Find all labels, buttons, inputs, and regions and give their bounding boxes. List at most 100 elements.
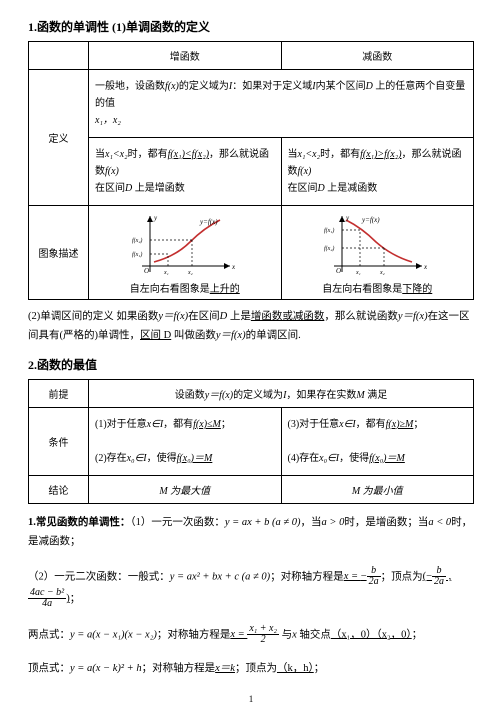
xpre: x = (230, 629, 247, 640)
monotone-table: 增函数 减函数 定义 一般地，设函数f(x)的定义域为I：如果对于定义域I内某个… (28, 41, 474, 300)
key: f(x₀)＝M (177, 453, 213, 464)
text: 内某个区间 (316, 81, 366, 92)
eq: y = a(x − x₁)(x − x₂) (70, 629, 157, 640)
section1-heading: 1.函数的单调性 (1)单调函数的定义 (28, 18, 474, 35)
row-conclusion-label: 结论 (29, 475, 89, 503)
inc-cond-cell: 当x₁<x₂时，都有f(x₁)<f(x₂)，那么就说函数f(x) 在区间D 上是… (89, 138, 282, 206)
xI: x∈I (339, 419, 355, 430)
x1-label: x₁ (355, 270, 361, 276)
fx1-label: f(x₁) (324, 227, 334, 234)
key2: 区间 D (140, 330, 171, 341)
x2-label: x₂ (187, 270, 193, 276)
text: 顶点式： (28, 663, 70, 674)
fx2-label: f(x₂) (132, 237, 142, 244)
text: ；对称轴方程是 (142, 663, 216, 674)
row-def-label: 定义 (29, 70, 89, 206)
key: 增函数或减函数 (251, 311, 325, 322)
axis: x＝k (215, 663, 235, 674)
quadratic-general: （2）一元二次函数：一般式：y = ax² + bx + c (a ≠ 0)；对… (28, 566, 474, 610)
text: 的定义域为 (179, 81, 229, 92)
def-general-cell: 一般地，设函数f(x)的定义域为I：如果对于定义域I内某个区间D 上的任意两个自… (89, 70, 474, 138)
axis: x = −b2a (344, 571, 381, 582)
fx: f(x) (165, 81, 179, 92)
den: 2a (432, 577, 446, 588)
text: (3)对于任意 (288, 419, 340, 430)
text: ；顶点为 (381, 571, 423, 582)
frac-icon: 4ac − b²4a (28, 588, 66, 610)
rel: x₁<x₂ (298, 149, 321, 160)
rel: x₁<x₂ (105, 149, 128, 160)
quadratic-vertexform: 顶点式：y = a(x − k)² + h；对称轴方程是x＝k；顶点为（k，h）… (28, 660, 474, 679)
text: 上是减函数 (325, 183, 378, 194)
table-row: 结论 M 为最大值 M 为最小值 (29, 475, 474, 503)
text: 在区间 (95, 183, 125, 194)
axis: x = x₁ + x₂2 (230, 629, 279, 640)
x-label: x (423, 263, 428, 271)
D: D (366, 81, 373, 92)
fx: f(x) (105, 166, 119, 177)
text: (4)存在 (288, 453, 320, 464)
key: f(x)≥M (386, 419, 414, 430)
fx: f(x) (298, 166, 312, 177)
text: 在这一区 (428, 311, 470, 322)
text: ，使得 (339, 453, 369, 464)
den: 4a (28, 599, 66, 610)
frac-icon: b2a (367, 566, 381, 588)
apos: a > 0 (322, 517, 345, 528)
ineq: f(x₁)>f(x₂) (360, 149, 401, 160)
text: 叫做函数 (171, 330, 216, 341)
text: ；对称轴方程是 (157, 629, 231, 640)
extremum-table: 前提 设函数y＝f(x)的定义域为I，如果存在实数M 满足 条件 (1)对于任意… (28, 379, 474, 504)
blank-cell (29, 42, 89, 70)
text: ，都有 (356, 419, 386, 430)
text: 当 (95, 149, 105, 160)
table-row: 增函数 减函数 (29, 42, 474, 70)
conclusion-min: M 为最小值 (281, 475, 474, 503)
xI: x∈I (147, 419, 163, 430)
open: (− (423, 571, 432, 582)
key: 上升的 (210, 284, 240, 295)
D: D (318, 183, 325, 194)
text: 与 (279, 629, 292, 640)
text: (2)单调区间的定义 如果函数 (28, 311, 158, 322)
text: ；对称轴方程是 (270, 571, 344, 582)
monotone-interval-def: (2)单调区间的定义 如果函数y＝f(x)在区间D 上是增函数或减函数，那么就说… (28, 308, 474, 346)
text: ； (413, 419, 423, 430)
text: 在区间 (288, 183, 318, 194)
text: （2）一元二次函数：一般式： (28, 571, 170, 582)
increasing-graph-icon: y x O y=f(x) f(x₁) f(x₂) x₁ x₂ (130, 210, 240, 278)
text: 间具有(严格的)单调性， (28, 330, 140, 341)
vertex: （k，h） (277, 663, 314, 674)
text: 轴交点 (297, 629, 331, 640)
head-increasing: 增函数 (89, 42, 282, 70)
den: 2a (367, 577, 381, 588)
o-label: O (144, 267, 149, 275)
x2-label: x₂ (379, 270, 385, 276)
row-premise-label: 前提 (29, 379, 89, 407)
yfx: y＝f(x) (216, 330, 246, 341)
text: 上是增函数 (132, 183, 185, 194)
inc-graph-caption: 自左向右看图象是上升的 (93, 280, 277, 295)
text: ； (70, 593, 81, 604)
cond-max-cell: (1)对于任意x∈I，都有f(x)≤M； (2)存在x₀∈I，使得f(x₀)＝M (89, 407, 282, 475)
text: 自左向右看图象是 (322, 284, 402, 295)
text: （1）一元一次函数： (130, 517, 225, 528)
y-label: y (153, 214, 158, 222)
text: ，使得 (147, 453, 177, 464)
text: 在区间 (188, 311, 220, 322)
yfx: y＝f(x) (398, 311, 428, 322)
text: ，如果存在实数 (286, 390, 356, 401)
fx2-label: f(x₂) (324, 245, 334, 252)
text: ，都有 (163, 419, 193, 430)
table-row: 条件 (1)对于任意x∈I，都有f(x)≤M； (2)存在x₀∈I，使得f(x₀… (29, 407, 474, 475)
text: ：如果对于定义域 (232, 81, 312, 92)
text: 设函数 (175, 390, 205, 401)
table-row: 定义 一般地，设函数f(x)的定义域为I：如果对于定义域I内某个区间D 上的任意… (29, 70, 474, 138)
text: (2)存在 (95, 453, 127, 464)
dec-graph-cell: y x O y=f(x) f(x₁) f(x₂) x₁ x₂ 自左向右看图象是下… (281, 206, 474, 300)
text: 自左向右看图象是 (130, 284, 210, 295)
dec-graph-caption: 自左向右看图象是下降的 (286, 280, 470, 295)
sep: , (446, 571, 451, 582)
x0I: x₀∈I (319, 453, 339, 464)
ineq: f(x₁)<f(x₂) (168, 149, 209, 160)
